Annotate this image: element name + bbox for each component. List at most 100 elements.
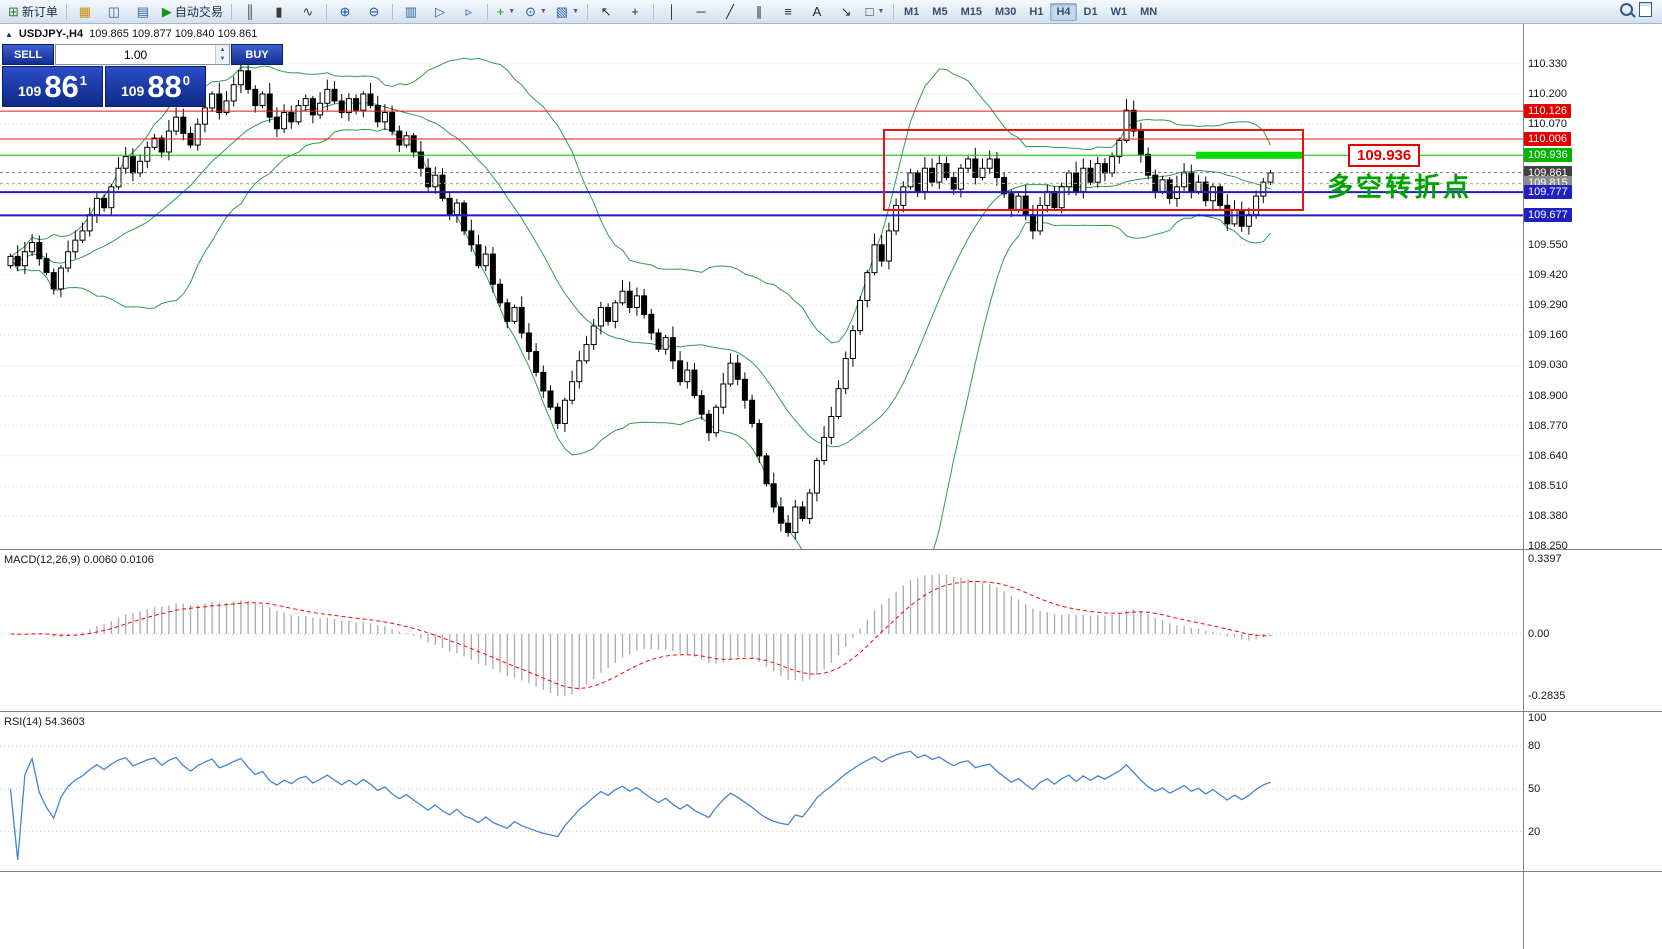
indicators-plus-icon: + <box>496 4 505 19</box>
charts-window-button[interactable]: ▦ <box>71 1 99 23</box>
search-button[interactable] <box>1620 2 1633 21</box>
symbol-header: ▲ USDJPY-,H4 109.865 109.877 109.840 109… <box>5 28 257 40</box>
sell-price-tile[interactable]: 109 86 1 <box>2 66 103 107</box>
trendline-button[interactable]: ╱ <box>716 1 744 23</box>
timeframe-h4-button[interactable]: H4 <box>1050 2 1077 21</box>
bar-chart-icon: ║ <box>245 4 255 19</box>
search-icon <box>1620 2 1633 16</box>
chevron-down-icon: ▼ <box>539 8 547 15</box>
candlestick-icon: ▮ <box>275 4 283 19</box>
new-order-button-label: 新订单 <box>21 5 58 19</box>
cursor-button[interactable]: ↖ <box>592 1 620 23</box>
chevron-down-icon: ▼ <box>508 8 516 15</box>
buy-price-handle: 109 <box>120 82 145 99</box>
periods-button[interactable]: ⊙ ▼ <box>521 1 551 23</box>
templates-icon: ▧ <box>555 4 569 19</box>
autotrading-button[interactable]: ▶ 自动交易 <box>158 1 227 23</box>
crosshair-button[interactable]: + <box>621 1 649 23</box>
zoom-out-button[interactable]: ⊖ <box>360 1 388 23</box>
crosshair-icon: + <box>631 4 639 19</box>
chevron-down-icon: ▼ <box>877 8 885 15</box>
zoom-out-icon: ⊖ <box>368 4 380 19</box>
fibonacci-icon: ≡ <box>784 4 792 19</box>
chart-shift-icon: ▹ <box>465 4 473 19</box>
price-axis[interactable] <box>1523 24 1662 872</box>
volume-input[interactable] <box>56 45 215 64</box>
news-button[interactable] <box>1639 1 1652 22</box>
toolbar-right-icons <box>1620 1 1658 22</box>
arrows-button[interactable]: ↘ <box>832 1 860 23</box>
toolbar-separator <box>587 3 589 20</box>
tile-windows-button[interactable]: ▥ <box>397 1 425 23</box>
timeframe-m15-button[interactable]: M15 <box>960 5 982 18</box>
timeframe-m30-button[interactable]: M30 <box>994 5 1017 18</box>
toolbar-separator <box>391 3 393 20</box>
line-chart-button[interactable]: ∿ <box>294 1 322 23</box>
buy-price-pip: 0 <box>182 73 191 88</box>
bar-chart-button[interactable]: ║ <box>236 1 264 23</box>
data-window-icon: ▤ <box>136 4 150 19</box>
timeframe-m1-button[interactable]: M1 <box>904 5 920 18</box>
buy-button[interactable]: BUY <box>231 44 283 65</box>
turning-point-annotation[interactable]: 多空转折点 <box>1327 172 1473 203</box>
auto-scroll-icon: ▷ <box>434 4 445 19</box>
indicators-button[interactable]: + ▼ <box>492 1 520 23</box>
profiles-button[interactable]: ◫ <box>100 1 128 23</box>
ohlc-values: 109.865 109.877 109.840 109.861 <box>89 28 258 40</box>
templates-button[interactable]: ▧ ▼ <box>552 1 583 23</box>
vertical-line-icon: │ <box>667 4 677 19</box>
tile-windows-icon: ▥ <box>404 4 418 19</box>
timeframe-m5-button[interactable]: M5 <box>932 5 948 18</box>
line-chart-icon: ∿ <box>302 4 314 19</box>
price-annotation-label[interactable]: 109.936 <box>1348 144 1421 168</box>
channel-icon: ∥ <box>755 4 763 19</box>
chart-shift-button[interactable]: ▹ <box>455 1 483 23</box>
autotrading-button-label: 自动交易 <box>174 5 223 19</box>
trendline-icon: ╱ <box>726 4 734 19</box>
text-button[interactable]: A <box>803 1 831 23</box>
volume-up-icon[interactable]: ▲ <box>216 45 229 55</box>
chevron-down-icon: ▼ <box>572 8 580 15</box>
timeframe-mn-button[interactable]: MN <box>1140 5 1158 18</box>
data-window-button[interactable]: ▤ <box>129 1 157 23</box>
candlestick-chart-button[interactable]: ▮ <box>265 1 293 23</box>
channel-button[interactable]: ∥ <box>745 1 773 23</box>
sell-price-pip: 1 <box>79 73 88 88</box>
shapes-button[interactable]: □ ▼ <box>861 1 889 23</box>
sell-price-handle: 109 <box>17 82 42 99</box>
zoom-in-icon: ⊕ <box>339 4 351 19</box>
one-click-trading-panel: SELL ▲ ▼ BUY 109 86 1 109 88 0 <box>2 44 283 107</box>
toolbar-separator <box>325 3 327 20</box>
time-axis[interactable] <box>0 872 1523 896</box>
cursor-icon: ↖ <box>600 4 612 19</box>
horizontal-line-button[interactable]: ─ <box>687 1 715 23</box>
timeframe-h1-button[interactable]: H1 <box>1029 5 1044 18</box>
document-icon <box>1639 1 1652 17</box>
horizontal-line-icon: ─ <box>696 4 706 19</box>
new-order-button[interactable]: ⊞ 新订单 <box>4 1 62 23</box>
vertical-line-button[interactable]: │ <box>658 1 686 23</box>
symbol-triangle-icon: ▲ <box>5 29 13 39</box>
periods-clock-icon: ⊙ <box>524 4 536 19</box>
sell-button[interactable]: SELL <box>2 44 54 65</box>
volume-down-icon[interactable]: ▼ <box>216 54 229 64</box>
sell-price-big: 86 <box>44 69 79 104</box>
auto-scroll-button[interactable]: ▷ <box>426 1 454 23</box>
toolbar-separator <box>893 3 895 20</box>
volume-control: ▲ ▼ <box>55 44 230 65</box>
charts-window-icon: ▦ <box>78 4 92 19</box>
buy-price-tile[interactable]: 109 88 0 <box>105 66 206 107</box>
symbol-name: USDJPY-,H4 <box>18 28 84 40</box>
shapes-icon: □ <box>865 4 874 19</box>
toolbar-separator <box>653 3 655 20</box>
fibonacci-button[interactable]: ≡ <box>774 1 802 23</box>
profiles-icon: ◫ <box>107 4 121 19</box>
zoom-in-button[interactable]: ⊕ <box>331 1 359 23</box>
toolbar-separator <box>65 3 67 20</box>
main-toolbar: ⊞ 新订单 ▦ ◫ ▤ ▶ 自动交易 ║ ▮ ∿ ⊕ ⊖ ▥ ▷ ▹ + ▼ ⊙ ▼ ▧ ▼ ↖ + │ ─ ╱ ∥ ≡ A ↘ □ ▼ M1 M… <box>0 0 1662 24</box>
timeframe-d1-button[interactable]: D1 <box>1083 5 1098 18</box>
buy-price-big: 88 <box>147 69 182 104</box>
timeframe-w1-button[interactable]: W1 <box>1110 5 1128 18</box>
